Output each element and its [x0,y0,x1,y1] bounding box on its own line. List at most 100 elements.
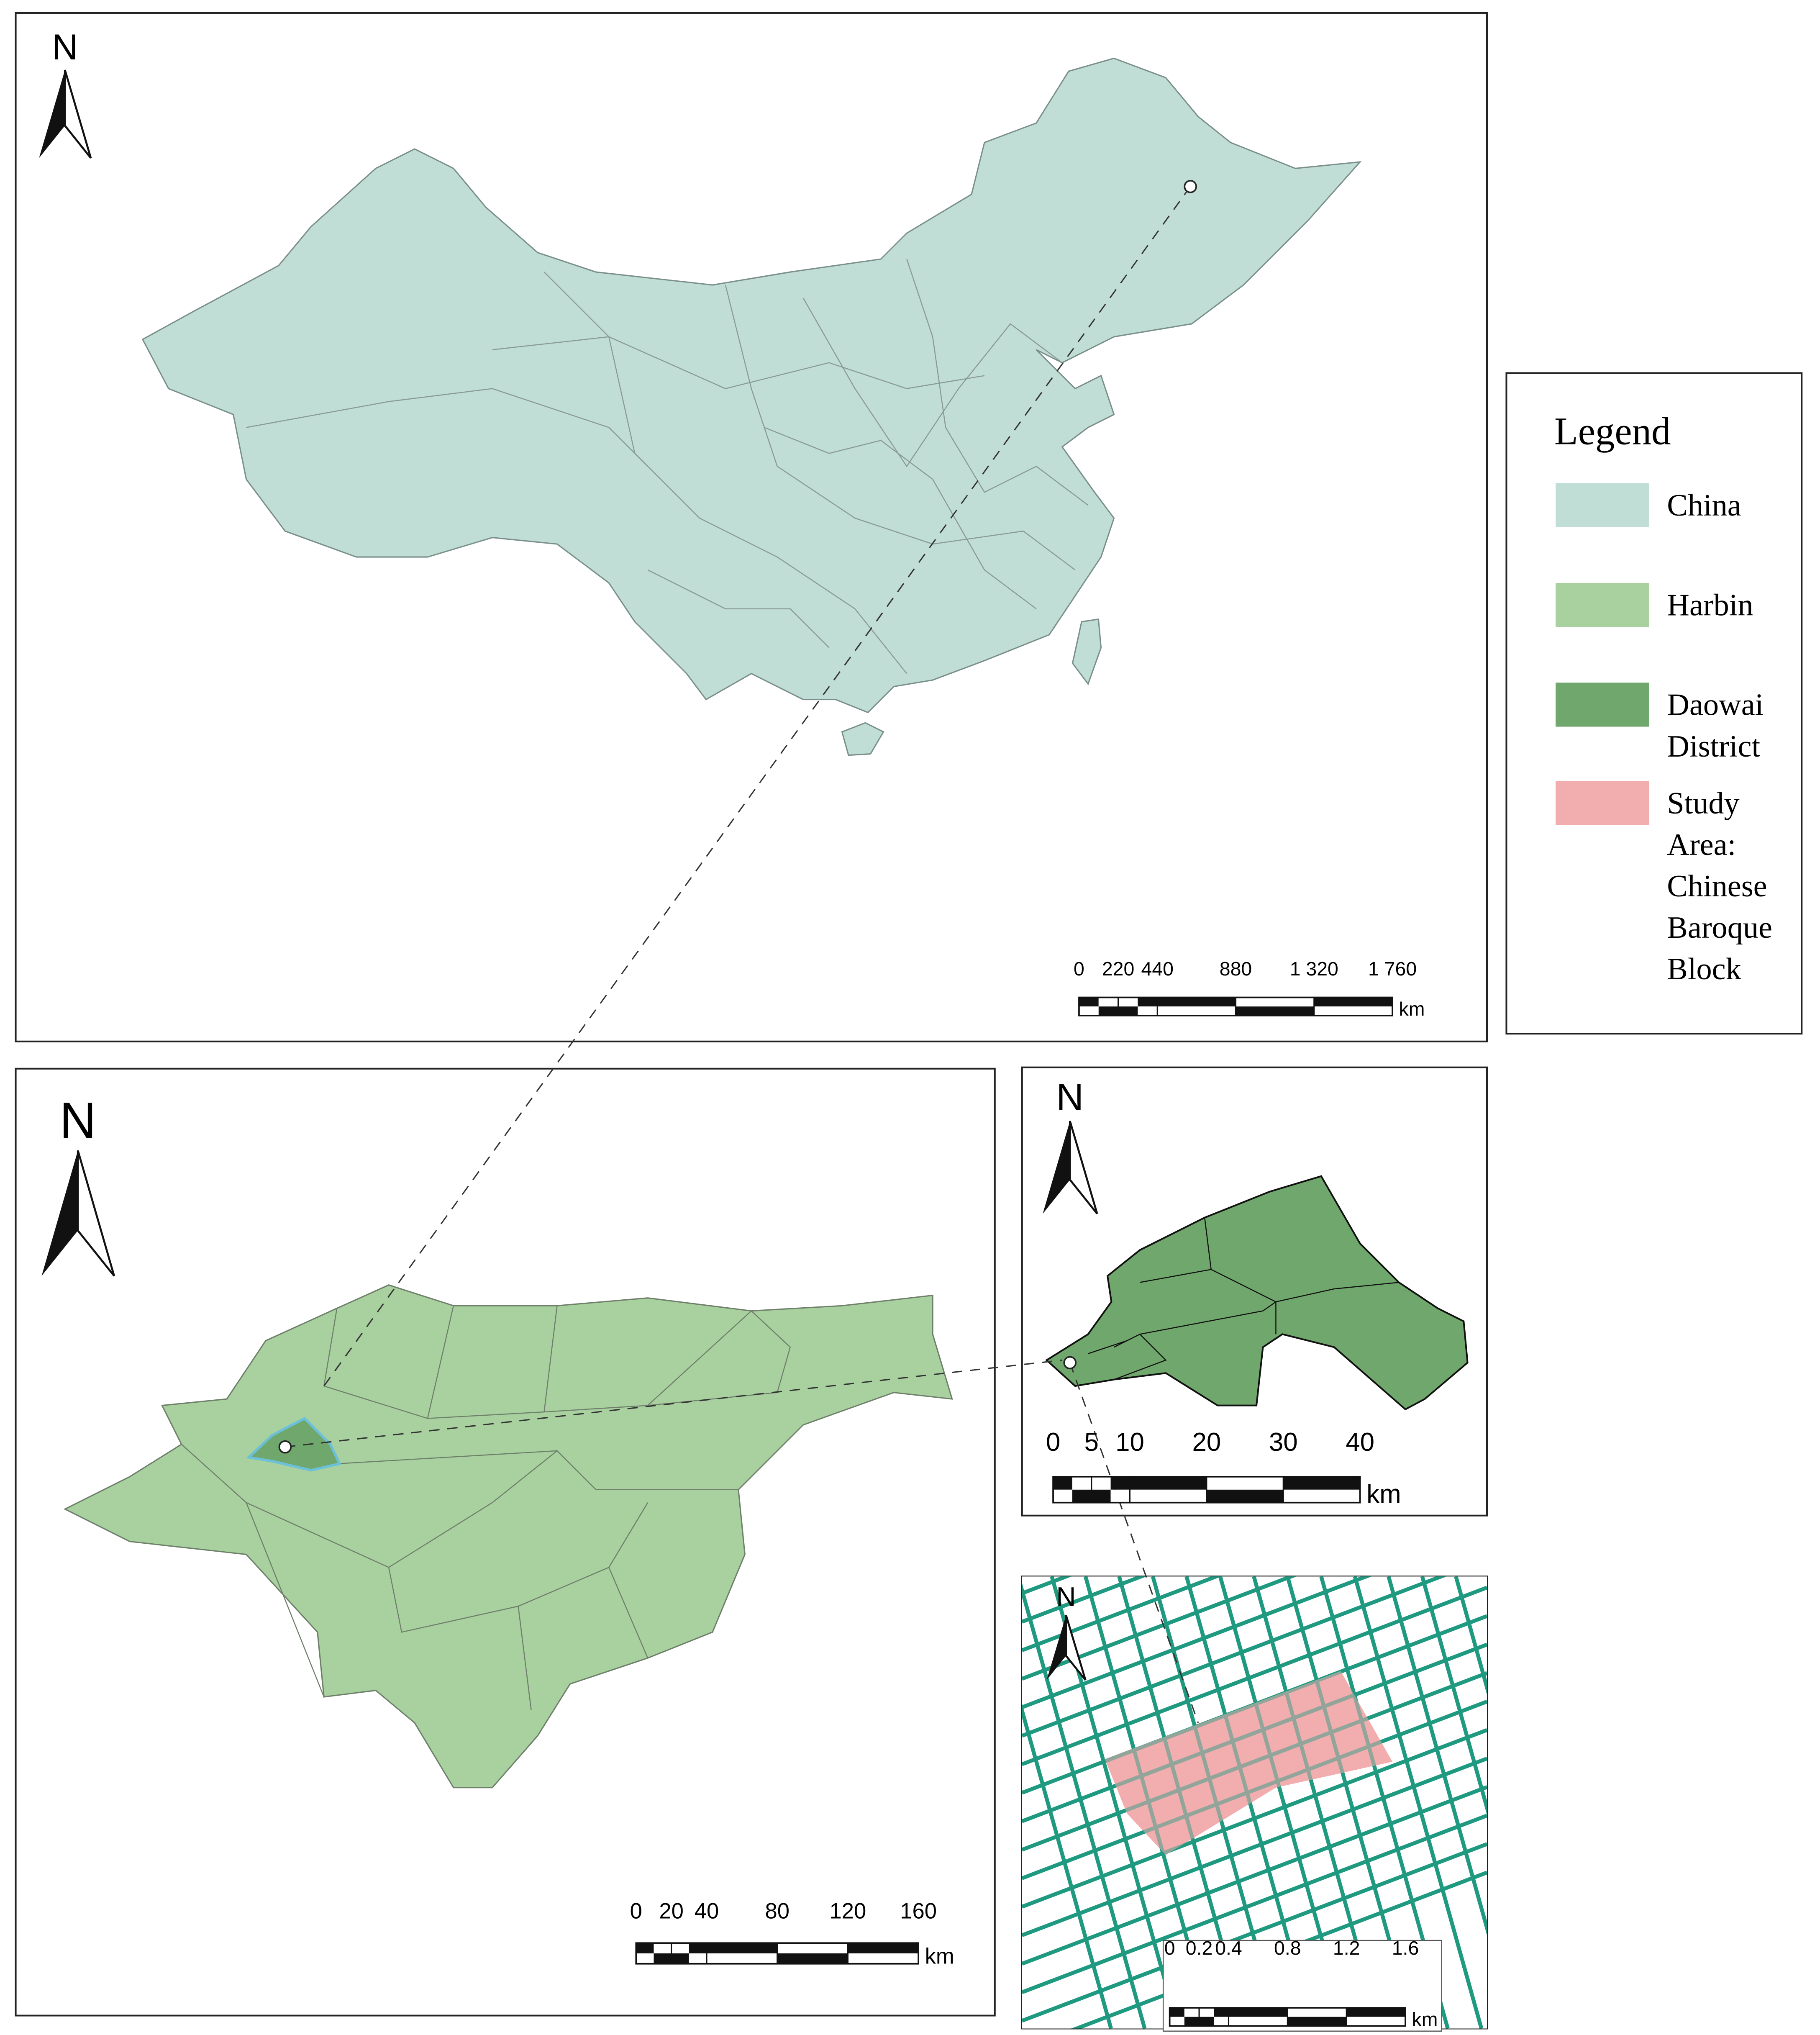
district-border [608,1567,649,1658]
subdistrict-border [1140,1301,1277,1335]
scale-segment [1206,1476,1284,1490]
scale-segment [1138,997,1158,1007]
scale-segment [1214,2017,1229,2026]
district-border [518,1606,532,1710]
scale-segment [1118,1006,1138,1016]
scale-label: 5 [1084,1428,1099,1457]
street [1022,1814,1487,1994]
daowai-in-harbin [246,1417,341,1472]
north-label: N [1056,1076,1084,1119]
scale-label: 0 [1046,1428,1060,1457]
scale-segment [1169,2017,1184,2026]
scale-segment [1287,2017,1347,2026]
street [1420,1576,1487,1815]
scale-segment [1157,1006,1236,1016]
scale-segment [848,1943,919,1953]
scale-unit: km [1399,998,1425,1020]
scale-label: 0 [630,1899,642,1923]
scale-label: 10 [1115,1428,1144,1457]
legend-label: Harbin [1667,588,1753,622]
scale-segment [1130,1489,1207,1503]
scale-unit: km [1366,1480,1401,1509]
scale-segment [1053,1489,1072,1503]
scale-segment [1346,2007,1406,2017]
scale-segment [1283,1476,1360,1490]
scale-label: 40 [1346,1428,1374,1457]
scale-segment [689,1943,707,1953]
scale-segment [654,1943,672,1953]
north-label: N [1056,1581,1076,1612]
street [1022,1703,1113,2029]
hainan [841,722,884,756]
district-border [388,1502,649,1633]
north-label: N [52,27,78,67]
scale-segment [1138,1006,1158,1016]
scale-segment [1283,1489,1360,1503]
scale-segment [636,1943,654,1953]
scale-label: 0.8 [1274,1937,1301,1959]
scale-segment [636,1953,654,1964]
province-border [492,336,985,389]
north-arrow-left [39,70,65,158]
legend-swatch [1556,483,1649,527]
scale-segment [1053,1476,1072,1490]
scale-segment [1079,1006,1099,1016]
scale-segment [1236,997,1314,1007]
scale-segment [1110,1476,1130,1490]
street [1022,1576,1447,1738]
north-arrow-right [1069,1121,1098,1214]
street [1022,1586,1487,1766]
district-border [337,1450,738,1491]
scale-segment [654,1953,672,1964]
scale-segment [777,1943,848,1953]
scale-segment [1130,1476,1207,1490]
scale-label: 1.2 [1333,1937,1360,1959]
scale-label: 160 [900,1899,937,1923]
street [1022,1576,1297,1681]
legend-label: Study Area: Chinese Baroque Block [1667,786,1772,986]
legend-swatch [1556,583,1649,627]
legend-label: China [1667,488,1741,523]
scale-segment [777,1953,848,1964]
scale-label: 20 [1192,1428,1221,1457]
scale-segment [1214,2007,1229,2017]
scale-segment [1287,2007,1347,2017]
scale-segment [1236,1006,1314,1016]
scale-segment [1206,1489,1284,1503]
street [1022,1785,1487,1966]
scale-segment [671,1943,689,1953]
legend-swatch [1556,683,1649,727]
province-border [246,388,649,467]
street [1022,1757,1487,1937]
district-border [181,1444,325,1697]
scale-label: 80 [765,1899,790,1923]
scale-segment [1346,2017,1406,2026]
scale-segment [1072,1489,1092,1503]
scale-segment [1091,1476,1111,1490]
district-border [323,1305,454,1419]
scale-segment [1079,997,1099,1007]
scale-unit: km [925,1944,954,1969]
scale-segment [1228,2017,1288,2026]
location-dot [1184,180,1197,193]
scale-segment [1199,2017,1214,2026]
scale-segment [1199,2007,1214,2017]
scale-label: 20 [659,1899,684,1923]
scale-segment [1314,997,1393,1007]
district-border [648,1310,791,1406]
scale-label: 0 [1164,1937,1175,1959]
legend-title: Legend [1554,410,1671,453]
location-dot [278,1440,292,1454]
scale-segment [1098,997,1118,1007]
scale-segment [1118,997,1138,1007]
province-border [906,259,1089,506]
china-outline [141,57,1362,713]
scale-label: 0 [1074,958,1084,980]
province-border [802,298,1063,467]
scale-label: 220 [1102,958,1134,980]
province-border [647,569,830,648]
scale-segment [671,1953,689,1964]
connector-line [285,1359,1062,1448]
